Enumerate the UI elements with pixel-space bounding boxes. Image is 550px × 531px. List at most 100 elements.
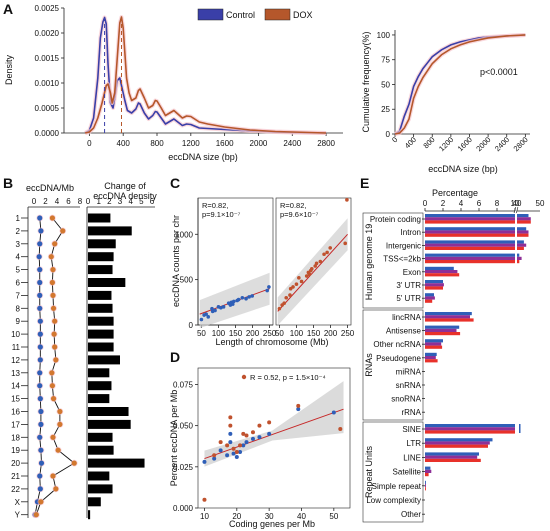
x-tick-label: 100 [290, 329, 304, 338]
category-label: 3' UTR [396, 281, 421, 290]
feature-bar-genome [425, 286, 443, 290]
chromosome-label: 6 [16, 279, 21, 288]
y-tick-label: 25 [381, 105, 390, 114]
chromosome-label: 20 [11, 459, 20, 468]
feature-bar-genome [425, 444, 488, 448]
feature-bar-genome-upper [517, 220, 531, 224]
x-axis-label: eccDNA size (bp) [168, 152, 238, 162]
change-bar [88, 265, 113, 275]
category-label: rRNA [401, 408, 421, 417]
feature-bar-genome-upper [517, 260, 520, 264]
c-point-control [240, 295, 245, 300]
d-point-control [238, 450, 243, 454]
c-point-dox [328, 246, 333, 250]
panel-label-c: C [170, 175, 180, 191]
c-point-control [250, 294, 255, 298]
coding-genes-scatter-chart: 0.000 0.025 0.050 0.075 10 20 30 40 50 Percent … [169, 367, 351, 529]
c-point-dox [284, 295, 289, 300]
b-point-control [37, 370, 43, 376]
b-right-tick-label: 2 [107, 197, 112, 206]
b-point-dox [33, 512, 39, 518]
d-annotation: R = 0.52, p = 1.5×10⁻⁴ [250, 373, 326, 382]
b-point-control [37, 318, 43, 324]
feature-bar-dox [425, 283, 444, 287]
x-tick-label: 4 [459, 199, 464, 208]
chromosome-label: 4 [16, 253, 21, 262]
c-point-dox [294, 282, 299, 286]
category-label: Pseudogene [376, 354, 421, 363]
d-point-control [267, 431, 272, 436]
feature-bar-dox [425, 328, 457, 332]
y-tick-label: 0.000 [173, 504, 194, 513]
d-point-control [231, 451, 236, 456]
change-bar [88, 278, 126, 287]
c-point-dox [304, 274, 309, 278]
d-fit-line [204, 408, 344, 460]
d-point-dox [257, 423, 262, 428]
d-point-dox [241, 431, 246, 436]
x-tick-label: 150 [307, 329, 321, 338]
panel-label-d: D [170, 349, 180, 365]
c-x-axis-label: Length of chromosome (Mb) [215, 337, 328, 347]
d-point-dox [244, 433, 249, 438]
b-point-control [38, 421, 44, 427]
feature-bar-control [425, 280, 443, 284]
feature-bar-dox [425, 270, 458, 274]
chromosome-label: 22 [11, 485, 20, 494]
c-point-control [199, 317, 204, 322]
c-point-control [213, 308, 217, 313]
b-left-tick-label: 8 [78, 197, 83, 206]
category-label: snoRNA [391, 395, 421, 404]
cum-line-control [394, 34, 526, 135]
c-point-control [219, 305, 223, 310]
x-tick-label: 50 [329, 512, 338, 521]
density-chart: 0.0000 0.0005 0.0010 0.0015 0.0020 0.0025 0 40… [4, 4, 343, 162]
feature-bar-genome [425, 318, 474, 322]
chromosome-label: 7 [16, 291, 21, 300]
group-box-rnas [362, 309, 424, 421]
p-value-annotation: p<0.0001 [480, 67, 518, 77]
b-point-dox [50, 396, 57, 402]
b-point-dox [52, 241, 58, 247]
d-point-control [228, 431, 233, 436]
b-point-dox [57, 408, 63, 415]
chromosome-label: 13 [11, 369, 20, 378]
d-point-control [257, 435, 262, 440]
d-point-control [234, 454, 239, 459]
b-point-control [38, 408, 44, 415]
change-bar [88, 355, 120, 365]
x-tick-label: 1600 [456, 135, 474, 153]
feature-bar-dox [425, 243, 515, 247]
category-label: Exon [403, 268, 421, 277]
y-tick-label: 0 [386, 130, 391, 139]
feature-bar-control-upper [517, 240, 524, 244]
c-point-dox [345, 198, 349, 202]
b-point-control [38, 228, 44, 234]
y-tick-label: 50 [381, 80, 390, 89]
change-bar [88, 407, 129, 416]
chromosome-label: 17 [11, 420, 20, 429]
b-point-dox [57, 421, 63, 427]
b-point-dox [38, 499, 44, 505]
x-tick-label: 0 [390, 135, 399, 144]
chromosome-label: 12 [11, 356, 20, 365]
c-point-dox [297, 276, 301, 280]
feature-bar-genome [425, 345, 443, 349]
c-point-dox [282, 301, 286, 306]
feature-bar-genome [425, 220, 515, 224]
feature-bar-dox-upper [517, 217, 531, 221]
feature-bar-control [425, 466, 431, 470]
c-point-dox [325, 250, 329, 255]
x-tick-label: 30 [265, 512, 274, 521]
feature-bar-control [425, 325, 460, 329]
panel-label-e: E [360, 175, 369, 191]
feature-bar-dox [425, 427, 515, 431]
d-point-control [212, 456, 217, 461]
b-point-dox [50, 267, 56, 273]
b-point-control [36, 254, 42, 260]
y-tick-label: 0.0015 [35, 54, 60, 63]
chromosome-label: 2 [16, 227, 21, 236]
feature-bar-control [425, 253, 515, 257]
feature-bar-genome-upper [517, 246, 524, 250]
y-tick-label: 75 [381, 56, 390, 65]
